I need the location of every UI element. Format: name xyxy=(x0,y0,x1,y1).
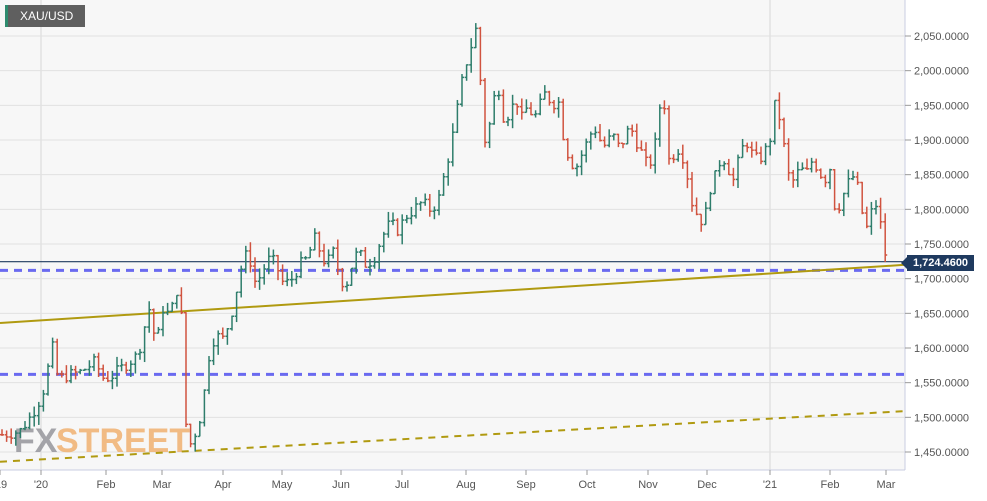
x-tick-label: Oct xyxy=(578,479,595,491)
x-axis: '19 '20 Feb Mar Apr May Jun Jul Aug Sep Oct Nov Dec '… xyxy=(0,470,896,491)
x-tick-label: Feb xyxy=(97,479,116,491)
overlay-lines xyxy=(0,261,906,463)
y-axis: 2,050.0000 2,000.0000 1,950.0000 1,900.0000… xyxy=(905,31,969,459)
x-tick-label: Feb xyxy=(821,479,840,491)
y-tick-label: 1,850.0000 xyxy=(914,170,969,182)
x-tick-label: Aug xyxy=(456,479,476,491)
ohlc-bars xyxy=(0,23,888,452)
y-tick-label: 1,450.0000 xyxy=(914,447,969,459)
y-tick-label: 1,800.0000 xyxy=(914,204,969,216)
y-tick-label: 2,000.0000 xyxy=(914,66,969,78)
watermark-fx: FX xyxy=(14,422,58,460)
y-tick-label: 1,650.0000 xyxy=(914,308,969,320)
x-tick-label: May xyxy=(272,479,293,491)
x-tick-label: Mar xyxy=(153,479,172,491)
x-tick-label: Apr xyxy=(214,479,231,491)
x-tick-label: Sep xyxy=(516,479,536,491)
x-tick-label: Jun xyxy=(332,479,350,491)
fxstreet-watermark: FX STREET xyxy=(14,422,190,460)
symbol-label: XAU/USD xyxy=(5,5,86,27)
x-tick-label: '20 xyxy=(34,479,48,491)
x-tick-label: Jul xyxy=(395,479,409,491)
y-tick-label: 1,550.0000 xyxy=(914,378,969,390)
rising-trendline xyxy=(0,263,906,325)
plot-area xyxy=(0,0,905,470)
y-tick-label: 2,050.0000 xyxy=(914,31,969,43)
x-tick-label: '19 xyxy=(0,479,7,491)
x-tick-label: '21 xyxy=(763,479,777,491)
watermark-street: STREET xyxy=(56,422,190,460)
current-price-tag: 1,724.4600 xyxy=(900,255,975,271)
x-tick-label: Nov xyxy=(638,479,658,491)
x-tick-label: Mar xyxy=(877,479,896,491)
y-tick-label: 1,600.0000 xyxy=(914,343,969,355)
x-tick-label: Dec xyxy=(697,479,717,491)
y-tick-label: 1,500.0000 xyxy=(914,412,969,424)
y-tick-label: 1,750.0000 xyxy=(914,239,969,251)
y-tick-label: 1,900.0000 xyxy=(914,135,969,147)
lower-trendline xyxy=(0,410,906,463)
y-tick-label: 1,700.0000 xyxy=(914,274,969,286)
y-tick-label: 1,950.0000 xyxy=(914,100,969,112)
